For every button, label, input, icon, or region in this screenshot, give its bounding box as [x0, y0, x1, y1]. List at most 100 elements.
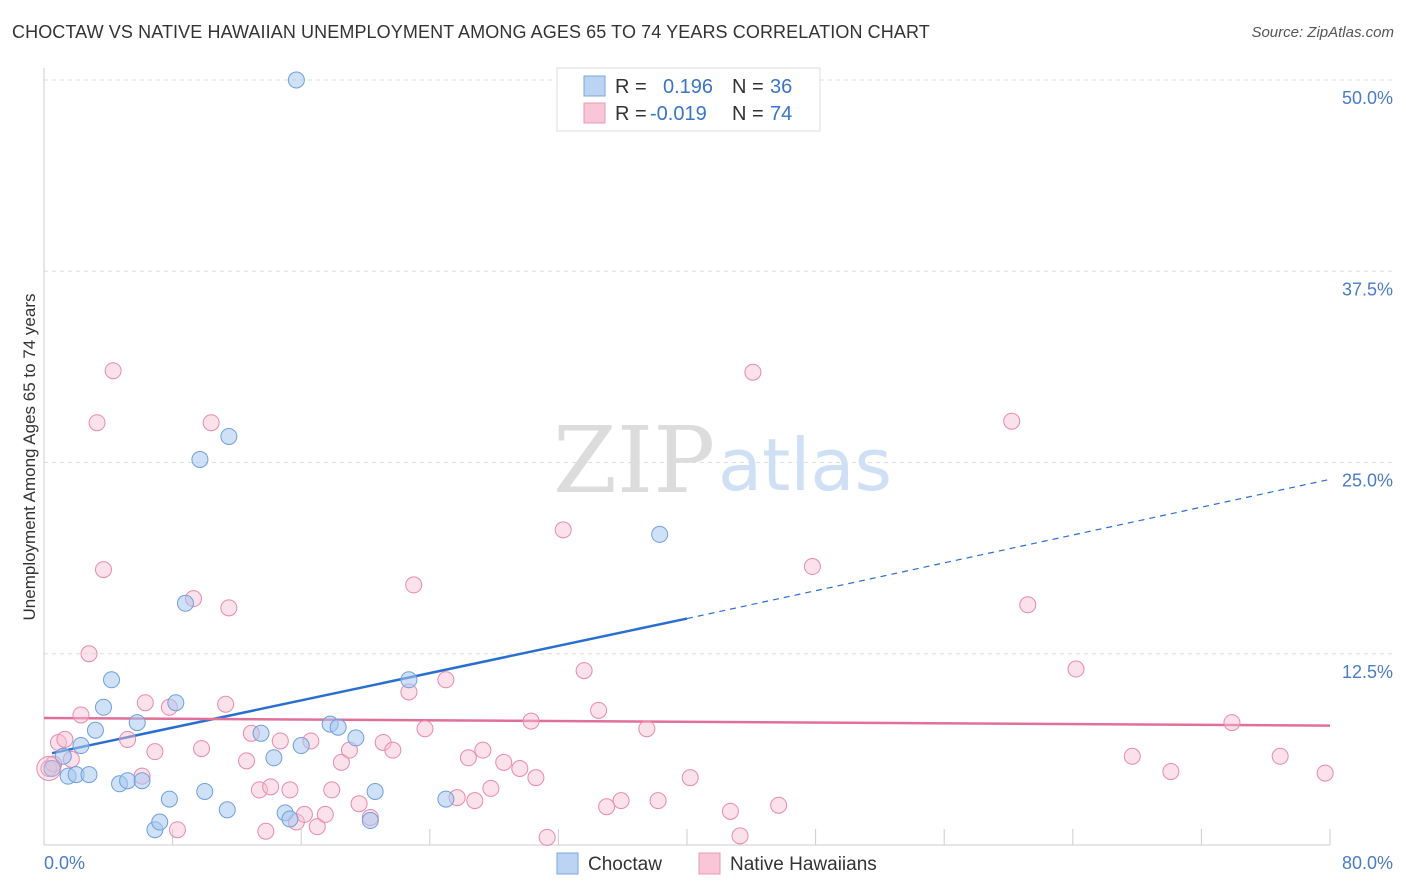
chart-title: CHOCTAW VS NATIVE HAWAIIAN UNEMPLOYMENT … — [12, 22, 930, 42]
legend-n-value-choctaw: 36 — [770, 76, 792, 98]
hawaiian-point — [262, 778, 280, 796]
hawaiian-point — [405, 576, 423, 594]
watermark-atlas: atlas — [718, 423, 892, 507]
choctaw-point — [191, 450, 209, 468]
choctaw-point — [292, 737, 310, 755]
hawaiian-point — [474, 741, 492, 759]
y-tick-label: 37.5% — [1342, 279, 1393, 299]
hawaiian-point — [323, 781, 341, 799]
choctaw-point — [329, 718, 347, 736]
choctaw-point — [265, 749, 283, 767]
hawaiian-point — [770, 796, 788, 814]
hawaiian-point — [1123, 747, 1141, 765]
hawaiian-point — [522, 712, 540, 730]
hawaiian-point — [94, 561, 112, 579]
legend-r-label-choctaw: R = — [615, 76, 647, 98]
hawaiian-point — [598, 798, 616, 816]
hawaiian-point — [217, 695, 235, 713]
hawaiian-point — [527, 769, 545, 787]
hawaiian-point — [482, 779, 500, 797]
hawaiian-point — [238, 752, 256, 770]
trend-layer — [43, 478, 1331, 755]
hawaiian-point — [1271, 747, 1289, 765]
choctaw-point — [128, 714, 146, 732]
hawaiian-point — [744, 363, 762, 381]
hawaiian-point — [681, 769, 699, 787]
choctaw-point — [72, 737, 90, 755]
y-tick-label: 50.0% — [1342, 88, 1393, 108]
y-tick-labels: 12.5% 25.0% 37.5% 50.0% — [1342, 88, 1393, 682]
choctaw-point — [176, 594, 194, 612]
choctaw-point — [151, 813, 169, 831]
hawaiian-point — [459, 749, 477, 767]
watermark: ZIP atlas — [553, 407, 892, 514]
hawaiian-point — [590, 701, 608, 719]
hawaiian-point — [612, 792, 630, 810]
hawaiian-point — [638, 720, 656, 738]
hawaiian-point — [575, 662, 593, 680]
legend-swatch-choctaw — [583, 75, 606, 97]
choctaw-point — [86, 721, 104, 739]
choctaw-trend-line — [51, 617, 688, 755]
legend-n-label-hawaiian: N = — [732, 103, 764, 125]
grid-layer — [44, 79, 1392, 655]
legend-n-label-choctaw: N = — [732, 76, 764, 98]
hawaiian-point — [281, 781, 299, 799]
choctaw-point — [347, 729, 365, 747]
hawaiian-point — [1162, 763, 1180, 781]
hawaiian-point — [104, 362, 122, 380]
hawaiian-point — [384, 741, 402, 759]
choctaw-point — [196, 782, 214, 800]
choctaw-point — [54, 747, 72, 765]
y-axis-label: Unemployment Among Ages 65 to 74 years — [20, 294, 39, 621]
choctaw-point — [437, 790, 455, 808]
x-tick-label: 0.0% — [44, 853, 85, 873]
hawaiian-point — [332, 753, 350, 771]
choctaw-point — [361, 812, 379, 830]
hawaiian-point — [220, 599, 238, 617]
hawaiian-point — [1067, 660, 1085, 678]
hawaiian-point — [416, 720, 434, 738]
choctaw-point — [94, 698, 112, 716]
x-tick-labels: 0.0% 80.0% — [44, 853, 1393, 873]
hawaiian-point — [649, 792, 667, 810]
bottom-legend: Choctaw Native Hawaiians — [556, 852, 877, 875]
choctaw-point — [252, 724, 270, 742]
hawaiian-point — [80, 645, 98, 663]
legend: R = 0.196 N = 36 R = -0.019 N = 74 — [556, 67, 821, 132]
legend-n-value-hawaiian: 74 — [770, 103, 792, 125]
hawaiian-point — [257, 822, 275, 840]
hawaiian-point — [88, 414, 106, 432]
x-tick-label: 80.0% — [1342, 853, 1393, 873]
choctaw-point — [167, 694, 185, 712]
bottom-legend-label-hawaiian: Native Hawaiians — [730, 854, 877, 875]
hawaiian-point — [295, 805, 313, 823]
choctaw-point — [80, 766, 98, 784]
y-tick-label: 12.5% — [1342, 662, 1393, 682]
hawaiian-point — [466, 792, 484, 810]
axis-layer — [43, 68, 1331, 846]
bottom-legend-label-choctaw: Choctaw — [588, 854, 662, 875]
hawaiian-point — [803, 558, 821, 576]
hawaiian-point — [1003, 412, 1021, 430]
choctaw-point — [43, 760, 61, 777]
choctaw-point — [366, 782, 384, 800]
hawaiian-point-cluster — [36, 756, 62, 781]
point-layer — [36, 71, 1334, 846]
hawaiian-point — [193, 740, 211, 758]
chart-source: Source: ZipAtlas.com — [1251, 24, 1394, 41]
hawaiian-point — [511, 760, 529, 777]
hawaiian-point — [538, 828, 556, 846]
choctaw-point — [103, 671, 121, 689]
choctaw-point — [160, 790, 178, 808]
choctaw-point — [281, 810, 299, 828]
choctaw-point — [400, 671, 418, 689]
hawaiian-point — [56, 730, 74, 748]
choctaw-point — [119, 772, 137, 790]
hawaiian-point — [136, 694, 154, 712]
hawaiian-point — [146, 743, 164, 761]
hawaiian-point — [72, 706, 90, 724]
hawaiian-point — [554, 521, 572, 539]
bottom-legend-swatch-hawaiian — [698, 852, 721, 875]
